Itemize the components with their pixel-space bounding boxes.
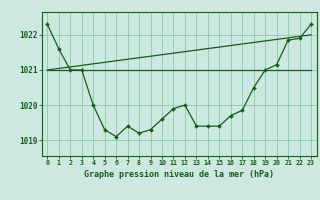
X-axis label: Graphe pression niveau de la mer (hPa): Graphe pression niveau de la mer (hPa)	[84, 170, 274, 179]
